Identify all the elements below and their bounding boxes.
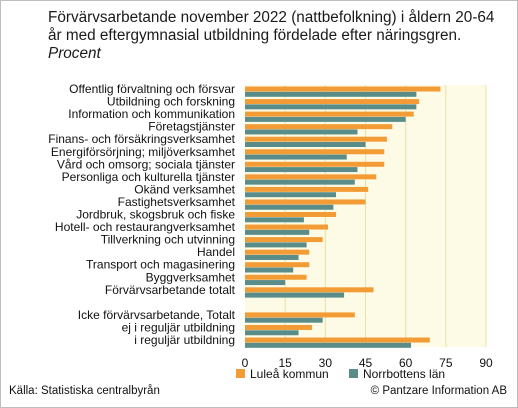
- x-tick-label: 15: [278, 356, 292, 370]
- bar-norrbotten: [245, 317, 323, 323]
- bar-norrbotten: [245, 342, 412, 348]
- category-label: Information och kommunikation: [68, 107, 235, 121]
- bar-norrbotten: [245, 192, 337, 198]
- bar-lulea: [245, 124, 393, 130]
- x-tick-label: 90: [479, 356, 493, 370]
- bar-lulea: [245, 312, 355, 318]
- category-label: Hotell- och restaurangverksamhet: [55, 220, 236, 234]
- bar-lulea: [245, 324, 312, 330]
- bar-lulea: [245, 262, 310, 268]
- x-tick-label: 75: [439, 356, 453, 370]
- bar-lulea: [245, 287, 374, 293]
- bar-lulea: [245, 86, 441, 92]
- bar-lulea: [245, 237, 323, 243]
- bar-lulea: [245, 136, 387, 142]
- category-label: Okänd verksamhet: [134, 182, 235, 196]
- bar-norrbotten: [245, 91, 417, 97]
- bar-lulea: [245, 224, 329, 230]
- category-label: Byggverksamhet: [146, 270, 236, 284]
- category-label: Finans- och försäkringsverksamhet: [48, 132, 235, 146]
- category-labels: Offentlig förvaltning och försvarUtbildn…: [48, 82, 235, 347]
- category-label: Förvärvsarbetande totalt: [105, 283, 236, 297]
- bar-norrbotten: [245, 179, 355, 185]
- category-label: Fastighetsverksamhet: [118, 195, 236, 209]
- bar-norrbotten: [245, 267, 294, 273]
- category-label: Offentlig förvaltning och försvar: [69, 82, 235, 96]
- chart-title-text: Förvärvsarbetande november 2022 (nattbef…: [48, 9, 495, 44]
- bar-norrbotten: [245, 167, 358, 173]
- bar-norrbotten: [245, 229, 310, 235]
- legend-label-lulea: Luleå kommun: [250, 367, 329, 381]
- bar-norrbotten: [245, 129, 358, 135]
- category-label: Transport och magasinering: [86, 258, 235, 272]
- x-tick-label: 60: [399, 356, 413, 370]
- legend: Luleå kommun Norrbottens län: [236, 367, 445, 381]
- bar-norrbotten: [245, 280, 286, 286]
- category-label: Vård och omsorg; sociala tjänster: [57, 157, 235, 171]
- chart-title-unit: Procent: [48, 45, 101, 62]
- x-tick-labels: 0 15 30 45 60 75 90: [242, 356, 493, 370]
- chart-title: Förvärvsarbetande november 2022 (nattbef…: [48, 9, 503, 63]
- bar-lulea: [245, 111, 414, 117]
- bar-lulea: [245, 174, 377, 180]
- bar-lulea: [245, 149, 385, 155]
- bar-lulea: [245, 161, 385, 167]
- bar-norrbotten: [245, 142, 366, 147]
- bar-lulea: [245, 186, 369, 192]
- x-tick-label: 0: [242, 356, 249, 370]
- bar-norrbotten: [245, 217, 304, 223]
- copyright-note: © Pantzare Information AB: [370, 385, 507, 397]
- bar-lulea: [245, 274, 307, 280]
- bar-norrbotten: [245, 116, 406, 122]
- bar-lulea: [245, 249, 310, 255]
- bar-norrbotten: [245, 254, 299, 260]
- bar-norrbotten: [245, 292, 345, 298]
- bars: [245, 86, 441, 348]
- bar-norrbotten: [245, 330, 299, 336]
- bar-lulea: [245, 337, 430, 343]
- category-label: Företagstjänster: [148, 120, 235, 134]
- bar-lulea: [245, 199, 366, 205]
- x-tick-label: 45: [359, 356, 373, 370]
- bar-norrbotten: [245, 242, 307, 248]
- category-label: Icke förvärvsarbetande, Totalt: [78, 308, 236, 322]
- bar-lulea: [245, 99, 420, 105]
- bar-norrbotten: [245, 104, 417, 110]
- category-label: Handel: [197, 245, 235, 259]
- legend-swatch-norrbotten: [349, 369, 358, 378]
- category-label: Personliga och kulturella tjänster: [62, 170, 235, 184]
- legend-label-norrbotten: Norrbottens län: [363, 367, 445, 381]
- category-label: Tillverkning och utvinning: [101, 233, 235, 247]
- category-label: i reguljär utbildning: [134, 333, 235, 347]
- category-label: Utbildning och forskning: [107, 95, 235, 109]
- x-tick-label: 30: [319, 356, 333, 370]
- category-label: Energiförsörjning; miljöverksamhet: [51, 145, 236, 159]
- category-label: ej i reguljär utbildning: [122, 320, 235, 334]
- bar-norrbotten: [245, 154, 347, 160]
- bar-lulea: [245, 212, 337, 217]
- legend-swatch-lulea: [236, 369, 245, 378]
- bar-norrbotten: [245, 204, 334, 210]
- source-note: Källa: Statistiska centralbyrån: [9, 385, 160, 397]
- category-label: Jordbruk, skogsbruk och fiske: [76, 208, 235, 222]
